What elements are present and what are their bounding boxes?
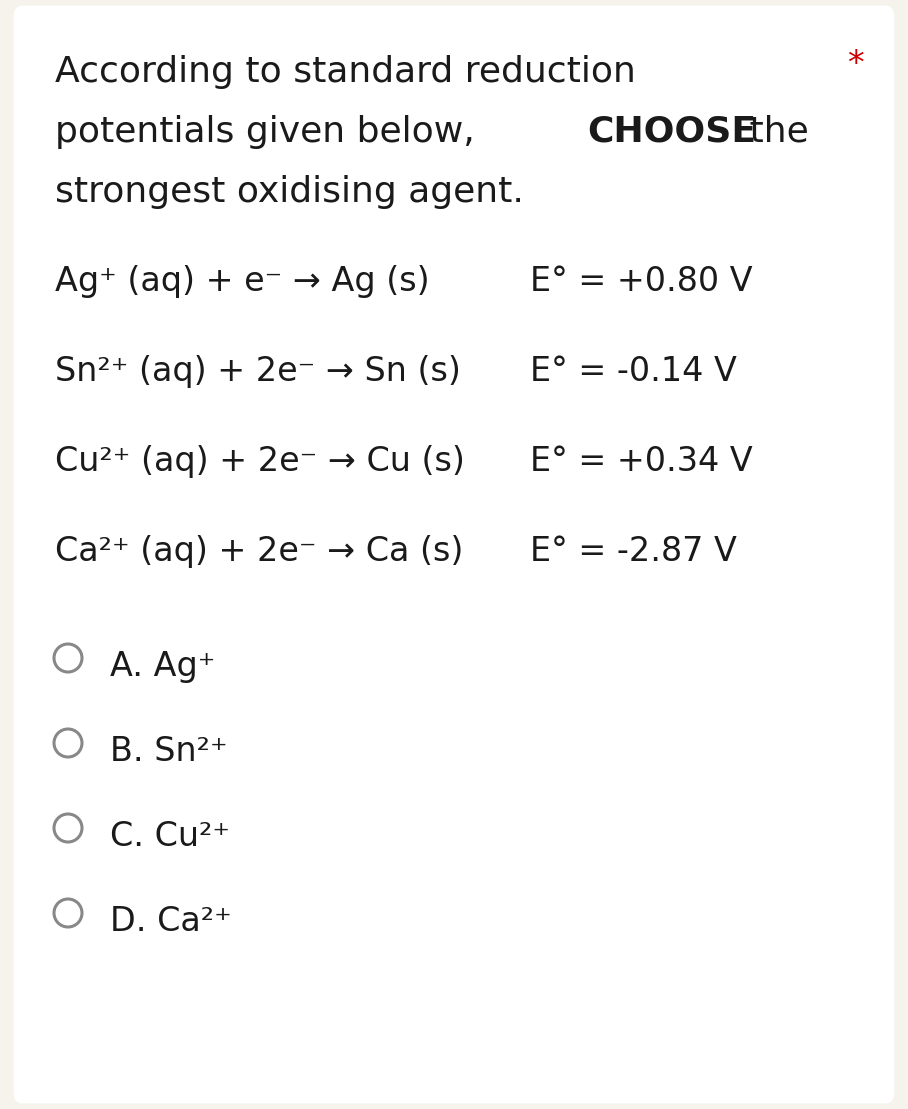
Text: Cu²⁺ (aq) + 2e⁻ → Cu (s): Cu²⁺ (aq) + 2e⁻ → Cu (s): [55, 445, 465, 478]
Text: Ca²⁺ (aq) + 2e⁻ → Ca (s): Ca²⁺ (aq) + 2e⁻ → Ca (s): [55, 535, 463, 568]
Text: C. Cu²⁺: C. Cu²⁺: [110, 820, 230, 853]
Text: strongest oxidising agent.: strongest oxidising agent.: [55, 175, 524, 208]
Text: the: the: [738, 115, 809, 149]
Text: Ag⁺ (aq) + e⁻ → Ag (s): Ag⁺ (aq) + e⁻ → Ag (s): [55, 265, 429, 298]
Text: E° = +0.80 V: E° = +0.80 V: [530, 265, 753, 298]
Text: According to standard reduction: According to standard reduction: [55, 55, 636, 89]
Text: D. Ca²⁺: D. Ca²⁺: [110, 905, 232, 938]
Text: E° = +0.34 V: E° = +0.34 V: [530, 445, 753, 478]
Text: B. Sn²⁺: B. Sn²⁺: [110, 735, 228, 769]
Text: potentials given below,: potentials given below,: [55, 115, 487, 149]
Text: A. Ag⁺: A. Ag⁺: [110, 650, 215, 683]
Text: E° = -0.14 V: E° = -0.14 V: [530, 355, 737, 388]
Text: E° = -2.87 V: E° = -2.87 V: [530, 535, 737, 568]
Text: CHOOSE: CHOOSE: [587, 115, 756, 149]
FancyBboxPatch shape: [14, 6, 894, 1103]
Text: *: *: [846, 48, 864, 81]
Text: Sn²⁺ (aq) + 2e⁻ → Sn (s): Sn²⁺ (aq) + 2e⁻ → Sn (s): [55, 355, 461, 388]
